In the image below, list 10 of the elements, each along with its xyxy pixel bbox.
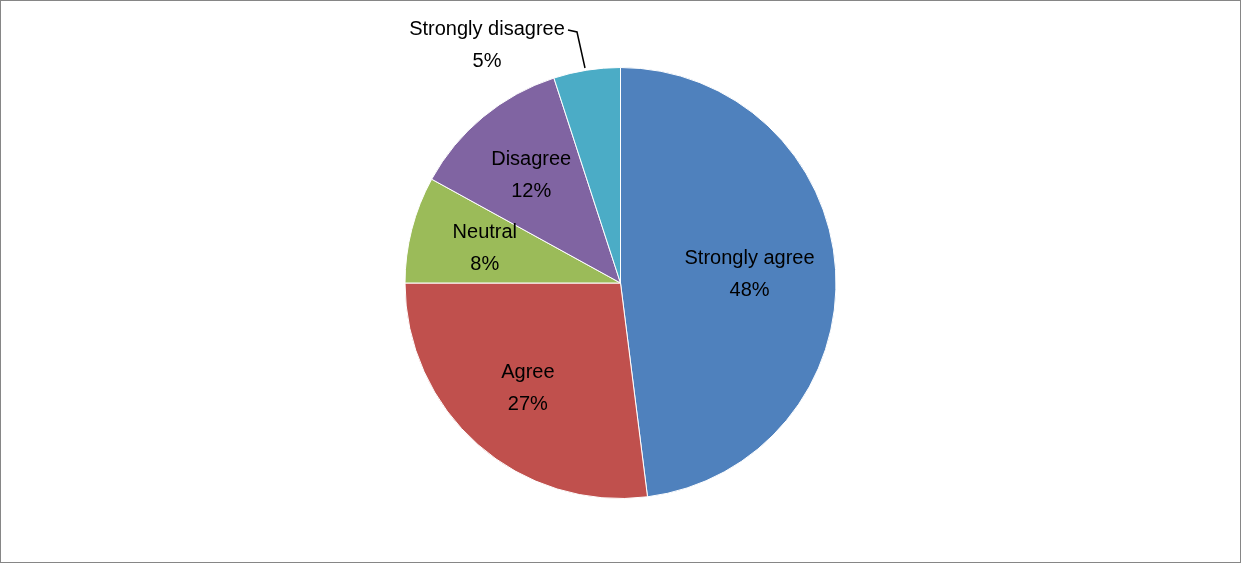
slice-label: Disagree <box>491 146 572 169</box>
slice-label: Strongly disagree <box>409 16 565 39</box>
data-label: 12% <box>511 178 552 201</box>
slice-label: Agree <box>501 359 555 382</box>
data-label: 5% <box>472 48 502 71</box>
slice-label: Neutral <box>452 219 518 242</box>
data-label: 48% <box>729 278 770 301</box>
data-label: 27% <box>507 391 549 414</box>
slice-label: Strongly agree <box>684 246 815 269</box>
data-label: 8% <box>470 251 500 274</box>
